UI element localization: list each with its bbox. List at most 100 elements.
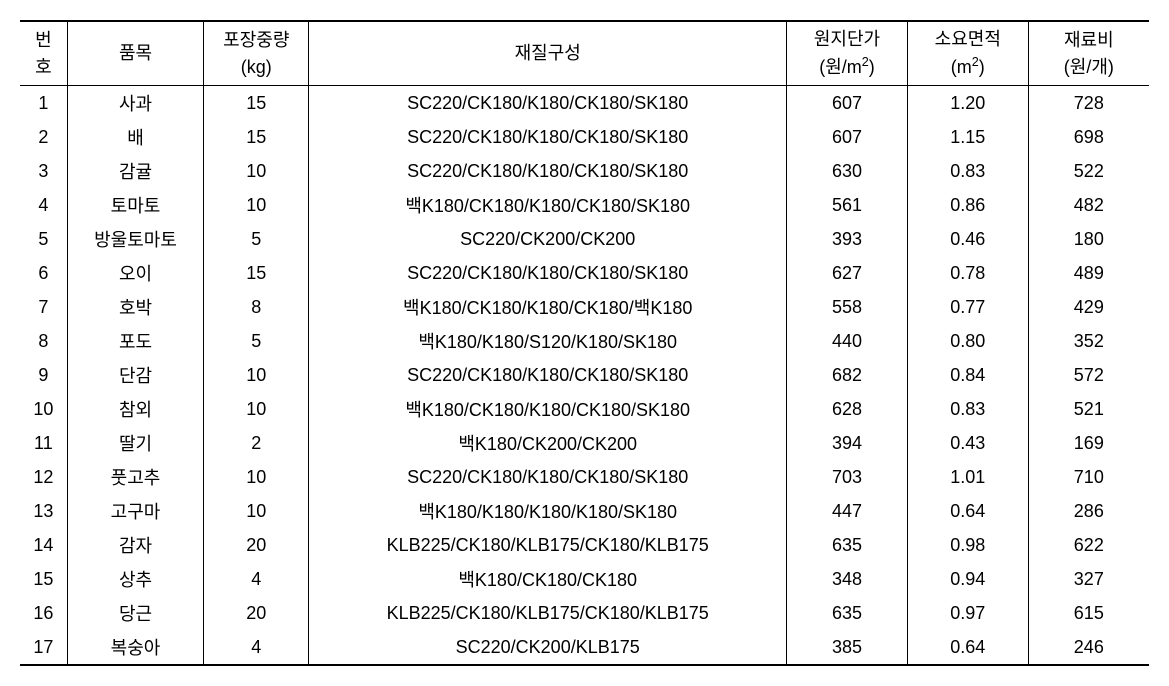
cell-material: SC220/CK180/K180/CK180/SK180 xyxy=(309,460,787,494)
cell-cost: 728 xyxy=(1028,86,1149,121)
cell-unitprice: 630 xyxy=(787,154,908,188)
cell-area: 1.01 xyxy=(907,460,1028,494)
cell-item: 복숭아 xyxy=(67,630,204,665)
cell-material: SC220/CK180/K180/CK180/SK180 xyxy=(309,120,787,154)
cell-no: 4 xyxy=(20,188,67,222)
cell-area: 0.98 xyxy=(907,528,1028,562)
cell-material: 백K180/CK180/K180/CK180/SK180 xyxy=(309,188,787,222)
cell-material: SC220/CK180/K180/CK180/SK180 xyxy=(309,154,787,188)
header-area-line2-pre: (m xyxy=(951,57,972,77)
cell-cost: 327 xyxy=(1028,562,1149,596)
cell-weight: 4 xyxy=(204,562,309,596)
cell-material: 백K180/K180/K180/K180/SK180 xyxy=(309,494,787,528)
cell-cost: 622 xyxy=(1028,528,1149,562)
cell-cost: 180 xyxy=(1028,222,1149,256)
table-row: 17복숭아4SC220/CK200/KLB1753850.64246 xyxy=(20,630,1149,665)
cell-cost: 429 xyxy=(1028,290,1149,324)
table-row: 12풋고추10SC220/CK180/K180/CK180/SK1807031.… xyxy=(20,460,1149,494)
table-row: 14감자20KLB225/CK180/KLB175/CK180/KLB17563… xyxy=(20,528,1149,562)
cell-item: 토마토 xyxy=(67,188,204,222)
cell-no: 15 xyxy=(20,562,67,596)
cell-unitprice: 561 xyxy=(787,188,908,222)
cell-material: SC220/CK200/CK200 xyxy=(309,222,787,256)
cell-no: 1 xyxy=(20,86,67,121)
header-weight-line1: 포장중량 xyxy=(223,30,289,50)
cell-no: 9 xyxy=(20,358,67,392)
cell-area: 0.43 xyxy=(907,426,1028,460)
cell-weight: 5 xyxy=(204,324,309,358)
cell-area: 0.80 xyxy=(907,324,1028,358)
cell-no: 16 xyxy=(20,596,67,630)
header-no-line1: 번 xyxy=(35,30,52,50)
cell-no: 17 xyxy=(20,630,67,665)
cell-no: 2 xyxy=(20,120,67,154)
cell-cost: 522 xyxy=(1028,154,1149,188)
cell-material: SC220/CK200/KLB175 xyxy=(309,630,787,665)
cell-area: 0.64 xyxy=(907,494,1028,528)
table-row: 4토마토10백K180/CK180/K180/CK180/SK1805610.8… xyxy=(20,188,1149,222)
cell-unitprice: 627 xyxy=(787,256,908,290)
cell-item: 방울토마토 xyxy=(67,222,204,256)
cell-weight: 10 xyxy=(204,154,309,188)
cell-item: 풋고추 xyxy=(67,460,204,494)
header-unitprice-line1: 원지단가 xyxy=(814,29,880,49)
cell-material: SC220/CK180/K180/CK180/SK180 xyxy=(309,86,787,121)
cell-unitprice: 628 xyxy=(787,392,908,426)
cell-area: 0.83 xyxy=(907,154,1028,188)
cell-area: 1.20 xyxy=(907,86,1028,121)
cell-area: 0.94 xyxy=(907,562,1028,596)
cell-item: 호박 xyxy=(67,290,204,324)
cell-unitprice: 635 xyxy=(787,596,908,630)
cell-area: 0.46 xyxy=(907,222,1028,256)
cell-area: 1.15 xyxy=(907,120,1028,154)
header-area-line1: 소요면적 xyxy=(935,29,1001,49)
cell-unitprice: 348 xyxy=(787,562,908,596)
cell-area: 0.77 xyxy=(907,290,1028,324)
cell-cost: 489 xyxy=(1028,256,1149,290)
table-row: 13고구마10백K180/K180/K180/K180/SK1804470.64… xyxy=(20,494,1149,528)
header-material: 재질구성 xyxy=(309,21,787,86)
cell-area: 0.64 xyxy=(907,630,1028,665)
cell-no: 11 xyxy=(20,426,67,460)
header-no: 번 호 xyxy=(20,21,67,86)
cell-area: 0.84 xyxy=(907,358,1028,392)
table-row: 9단감10SC220/CK180/K180/CK180/SK1806820.84… xyxy=(20,358,1149,392)
cell-unitprice: 607 xyxy=(787,120,908,154)
cell-cost: 615 xyxy=(1028,596,1149,630)
header-weight: 포장중량 (kg) xyxy=(204,21,309,86)
cell-unitprice: 682 xyxy=(787,358,908,392)
cell-area: 0.83 xyxy=(907,392,1028,426)
cell-material: KLB225/CK180/KLB175/CK180/KLB175 xyxy=(309,596,787,630)
cell-material: 백K180/CK180/CK180 xyxy=(309,562,787,596)
cell-no: 3 xyxy=(20,154,67,188)
cell-weight: 10 xyxy=(204,188,309,222)
header-item: 품목 xyxy=(67,21,204,86)
cell-material: 백K180/CK180/K180/CK180/SK180 xyxy=(309,392,787,426)
header-unitprice-sup: 2 xyxy=(862,55,869,69)
cell-weight: 10 xyxy=(204,358,309,392)
header-cost-line2: (원/개) xyxy=(1064,57,1114,77)
cell-unitprice: 394 xyxy=(787,426,908,460)
header-unitprice-line2-pre: (원/m xyxy=(819,57,862,77)
table-row: 5방울토마토5SC220/CK200/CK2003930.46180 xyxy=(20,222,1149,256)
cell-no: 5 xyxy=(20,222,67,256)
header-weight-line2: (kg) xyxy=(241,57,272,77)
cell-item: 감자 xyxy=(67,528,204,562)
cell-material: SC220/CK180/K180/CK180/SK180 xyxy=(309,256,787,290)
cell-cost: 352 xyxy=(1028,324,1149,358)
cell-weight: 15 xyxy=(204,120,309,154)
header-cost: 재료비 (원/개) xyxy=(1028,21,1149,86)
table-row: 8포도5백K180/K180/S120/K180/SK1804400.80352 xyxy=(20,324,1149,358)
cell-weight: 15 xyxy=(204,256,309,290)
cell-item: 상추 xyxy=(67,562,204,596)
cell-item: 참외 xyxy=(67,392,204,426)
cell-material: KLB225/CK180/KLB175/CK180/KLB175 xyxy=(309,528,787,562)
table-row: 10참외10백K180/CK180/K180/CK180/SK1806280.8… xyxy=(20,392,1149,426)
cell-weight: 10 xyxy=(204,392,309,426)
cell-unitprice: 635 xyxy=(787,528,908,562)
cell-weight: 15 xyxy=(204,86,309,121)
cell-material: 백K180/K180/S120/K180/SK180 xyxy=(309,324,787,358)
cell-weight: 20 xyxy=(204,596,309,630)
cell-item: 오이 xyxy=(67,256,204,290)
cell-area: 0.97 xyxy=(907,596,1028,630)
